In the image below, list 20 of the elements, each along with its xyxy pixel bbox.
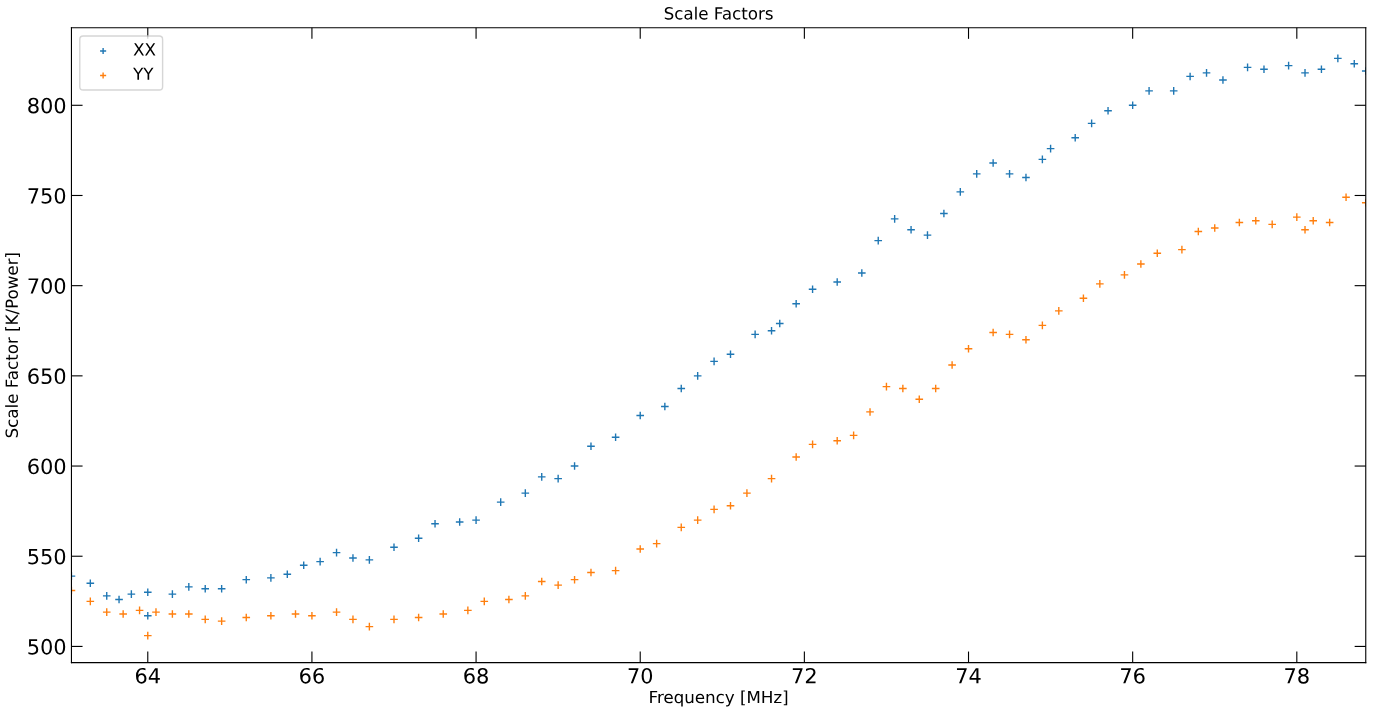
x-tick-label: 66 (300, 667, 324, 684)
y-tick-label: 800 (28, 97, 66, 114)
x-tick-label: 72 (792, 667, 816, 684)
x-tick-label: 78 (1285, 667, 1309, 684)
y-tick-label: 650 (28, 368, 66, 385)
y-tick-label: 600 (28, 458, 66, 475)
y-tick-label: 500 (28, 638, 66, 655)
x-tick-label: 64 (135, 667, 160, 684)
x-tick-label: 76 (1121, 667, 1145, 684)
y-tick-label: 750 (28, 187, 66, 204)
chart-title: Scale Factors (664, 6, 773, 20)
y-axis-title: Scale Factor [K/Power] (5, 253, 20, 438)
y-tick-label: 700 (28, 278, 66, 294)
y-tick-label: 550 (28, 548, 66, 565)
x-tick-label: 68 (464, 667, 488, 684)
x-tick-label: 70 (628, 667, 653, 684)
legend-label: XX (133, 43, 156, 56)
x-tick-label: 74 (956, 668, 981, 684)
legend-label: YY (133, 67, 154, 80)
x-axis-title: Frequency [MHz] (650, 690, 788, 707)
